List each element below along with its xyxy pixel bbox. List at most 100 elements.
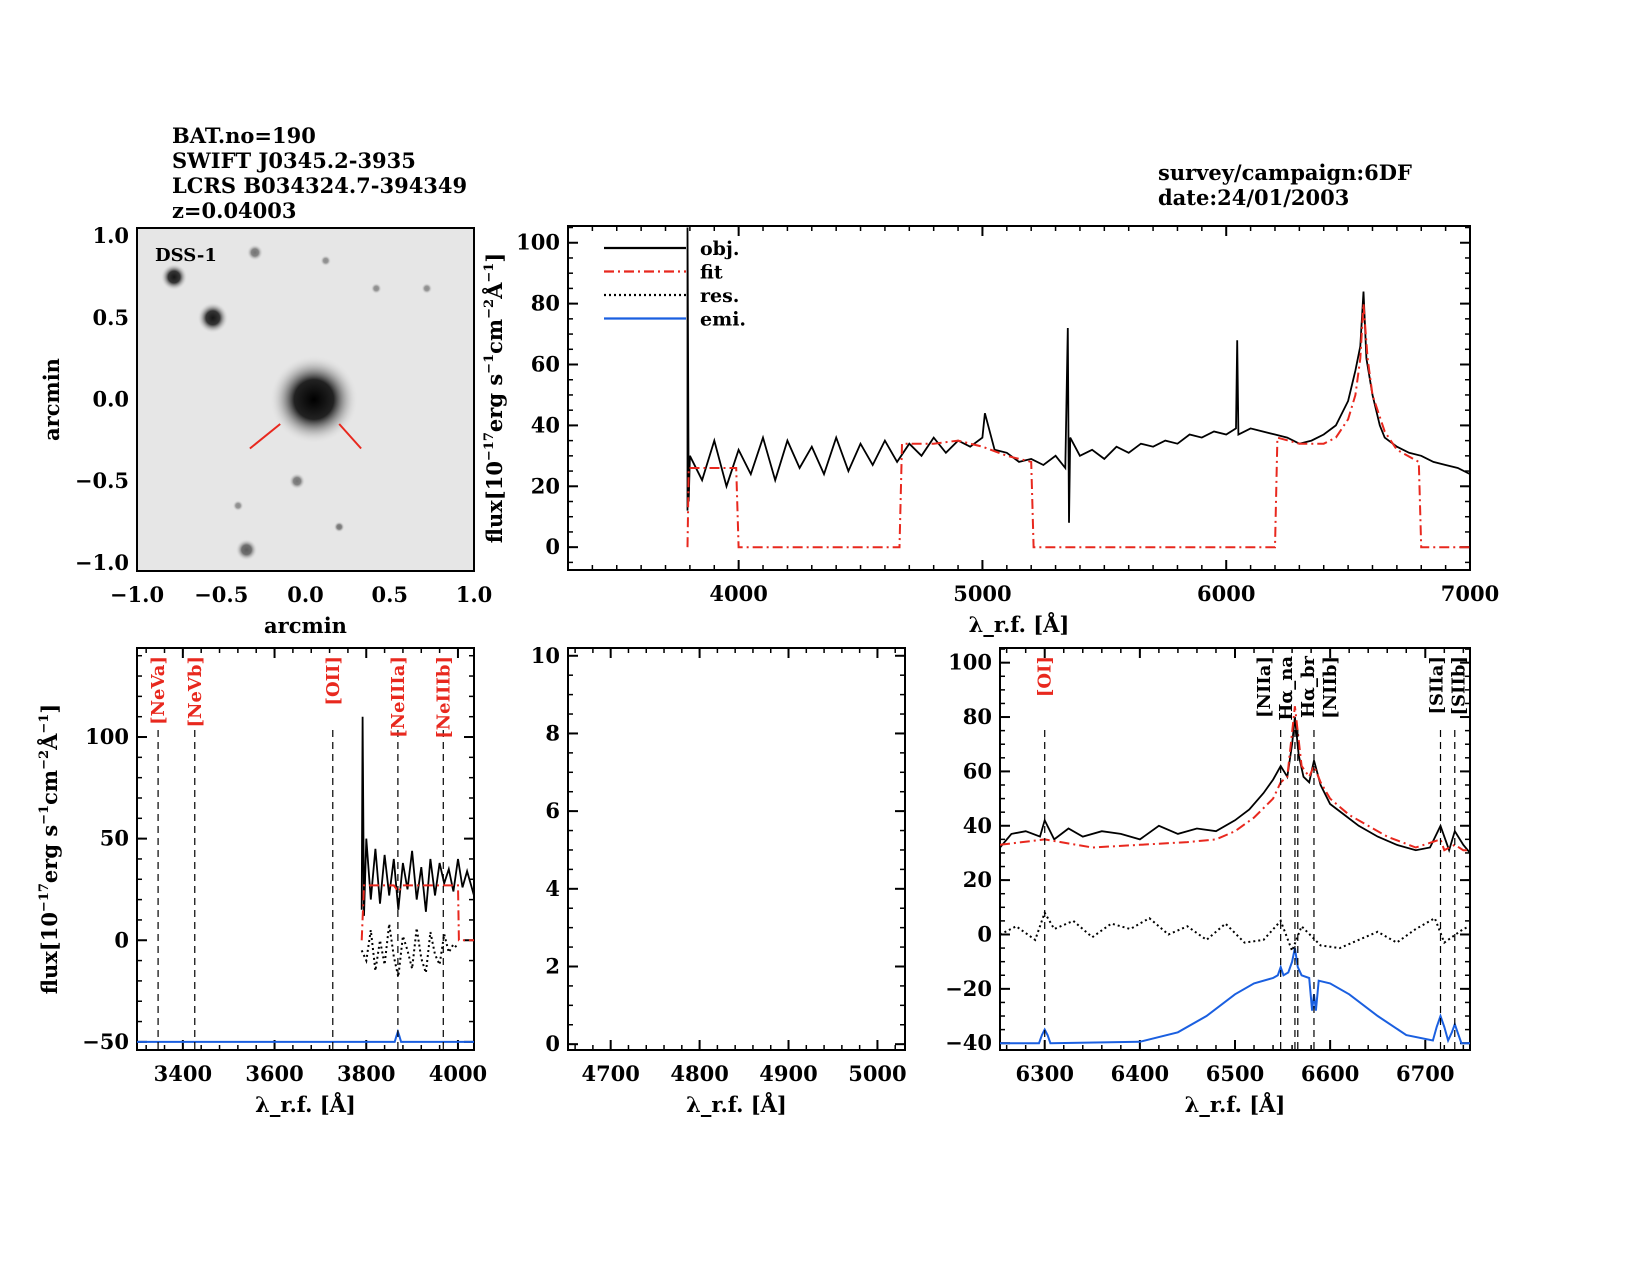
series-emi [137,1028,474,1043]
source [197,302,229,334]
y-tick-label: 100 [948,650,992,675]
y-tick-label: 80 [531,291,560,316]
line-label: [SIIb] [1449,656,1470,715]
series-fit [1000,706,1470,852]
y-axis-label: flux[10−17erg s−1cm−2Å−1] [37,704,62,995]
target-marker [249,423,281,450]
x-axis-label: λ_r.f. [Å] [255,1092,356,1117]
series-obj [686,227,1470,523]
line-label: [NeVa] [148,656,169,725]
legend-label: emi. [700,309,746,331]
legend-label: fit [700,262,723,284]
panel-hbeta [567,647,906,1051]
x-tick-label: 6400 [1111,1061,1169,1086]
y-tick-label: 6 [545,798,560,823]
series-fit [686,303,1470,549]
counterpart-name: LCRS B034324.7-394349 [172,173,468,198]
x-tick-label: 6300 [1015,1061,1073,1086]
source [232,500,244,512]
x-tick-label: 4900 [759,1061,817,1086]
x-tick-label: 4000 [709,581,767,606]
series-emi [1000,947,1470,1045]
x-tick-label: 1.0 [456,582,493,607]
y-tick-label: 40 [531,412,560,437]
x-tick-label: 0.5 [371,582,408,607]
source [288,473,306,490]
y-axis-label: arcmin [39,358,64,441]
y-tick-label: 100 [85,724,129,749]
y-tick-label: −1.0 [75,550,129,575]
x-tick-label: 5000 [848,1061,906,1086]
x-tick-label: 4700 [581,1061,639,1086]
y-tick-label: 0 [545,534,560,559]
line-label: [NeVb] [185,656,206,728]
y-tick-label: 2 [545,953,560,978]
y-tick-label: 60 [531,352,560,377]
panel-full [567,225,1471,571]
x-tick-label: −0.5 [194,582,248,607]
date-label: date:24/01/2003 [1158,185,1350,210]
y-tick-label: 4 [545,876,560,901]
series-obj [360,716,474,916]
bat-number: BAT.no=190 [172,123,316,148]
source [333,521,345,533]
series-res [1000,910,1470,954]
y-tick-label: 80 [963,704,992,729]
source [246,244,264,261]
x-tick-label: 5000 [953,581,1011,606]
x-axis-label: λ_r.f. [Å] [1185,1092,1286,1117]
source [270,355,358,444]
axes-frame [136,647,475,1051]
x-tick-label: 3600 [245,1061,303,1086]
y-tick-label: 0.5 [92,305,129,330]
x-axis-label: arcmin [264,613,347,638]
y-tick-label: 10 [531,643,560,668]
y-tick-label: 20 [963,867,992,892]
axes-frame [567,647,906,1051]
axes-frame [999,647,1471,1051]
y-tick-label: 1.0 [92,223,129,248]
x-tick-label: 7000 [1441,581,1499,606]
panel-blue [136,647,475,1051]
legend-label: res. [700,285,739,307]
redshift: z=0.04003 [172,198,297,223]
x-tick-label: 6600 [1301,1061,1359,1086]
y-tick-label: 0 [114,927,129,952]
axes-frame [567,225,1471,571]
y-tick-label: 50 [100,826,129,851]
line-label: [OII] [323,656,344,706]
line-label: [NIIa] [1254,656,1275,718]
x-tick-label: 0.0 [287,582,324,607]
line-label: [SIIa] [1427,656,1448,715]
x-tick-label: 6000 [1197,581,1255,606]
y-tick-label: 60 [963,758,992,783]
y-tick-label: −20 [945,976,992,1001]
y-tick-label: −0.5 [75,468,129,493]
panel-dss [136,227,475,572]
y-tick-label: 100 [516,230,560,255]
y-tick-label: 0 [977,921,992,946]
series-fit [360,884,474,942]
line-label: [NeIIIb] [433,656,454,739]
line-label: [NeIIIa] [388,656,409,738]
series-obj [1000,716,1470,854]
y-axis-label: flux[10−17erg s−1cm−2Å−1] [482,253,507,544]
legend-label: obj. [700,238,739,260]
swift-name: SWIFT J0345.2-3935 [172,148,416,173]
line-label: [NIIb] [1320,656,1341,719]
panel-halpha [999,647,1471,1051]
y-tick-label: 20 [531,473,560,498]
y-tick-label: −40 [945,1030,992,1055]
line-label: Hα_na [1276,656,1297,721]
object-info: BAT.no=190 SWIFT J0345.2-3935 LCRS B0343… [172,123,467,223]
y-tick-label: −50 [82,1029,129,1054]
line-label: [OI] [1035,656,1056,697]
source [160,263,188,291]
survey-label: survey/campaign:6DF [1158,160,1412,185]
survey-image-label: DSS-1 [155,245,217,266]
x-tick-label: −1.0 [110,582,164,607]
source [235,538,258,561]
source [421,283,433,294]
y-tick-label: 8 [545,720,560,745]
